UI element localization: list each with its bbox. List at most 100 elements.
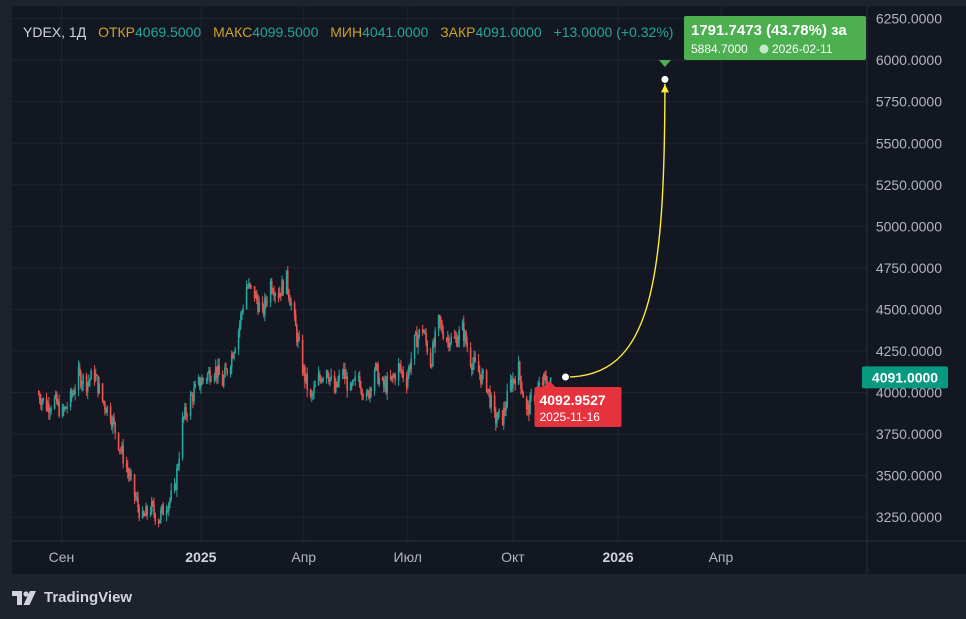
candle-body (509, 379, 512, 391)
candle-body (342, 369, 345, 374)
candle-body (197, 377, 200, 384)
candle-body (481, 372, 483, 384)
candle-body (317, 373, 320, 386)
candle-body (193, 388, 195, 402)
candle-body (362, 395, 364, 398)
candle-body (121, 445, 123, 451)
candle-body (162, 505, 164, 516)
candle-body (174, 484, 177, 490)
y-tick-label: 5000.0000 (876, 218, 942, 234)
candle-body (416, 331, 418, 348)
candle-body (241, 311, 243, 314)
low-label: МИН (330, 24, 363, 40)
candle-body (277, 293, 280, 298)
candle-body (493, 395, 496, 412)
candle-body (302, 366, 305, 374)
candle-body (453, 336, 456, 339)
chart-area[interactable]: 6250.0000 6000.0000 5750.0000 5500.0000 5250… (12, 6, 966, 574)
candle-body (102, 400, 105, 403)
candle-body (488, 388, 490, 391)
candle-body (336, 381, 338, 387)
candle-body (57, 401, 59, 404)
candle-body (150, 501, 153, 512)
tradingview-brand: TradingView (44, 589, 133, 606)
forecast-start-date: 2025-11-16 (539, 410, 600, 424)
candle-body (518, 361, 521, 377)
candle-body (400, 365, 402, 371)
candle-body (520, 376, 522, 389)
symbol-label[interactable]: YDEX, 1Д (23, 24, 87, 40)
candle-body (78, 367, 81, 373)
candle-body (72, 393, 74, 396)
candle-body (125, 463, 128, 468)
candle-body (397, 363, 400, 381)
candle-body (446, 337, 449, 341)
candle-body (288, 290, 290, 299)
candle-body (101, 383, 104, 401)
candle-body (330, 375, 332, 379)
candle-body (418, 329, 420, 337)
candle-body (352, 380, 354, 385)
candle-body (445, 338, 448, 341)
candle-body (158, 519, 161, 524)
forecast-line (565, 79, 666, 378)
candle-body (294, 314, 297, 327)
candle-body (142, 511, 145, 516)
candle-body (184, 407, 186, 418)
candle-body (253, 286, 256, 299)
candle-body (433, 342, 435, 346)
candle-body (141, 511, 144, 518)
candle-body (522, 392, 525, 398)
tradingview-footer[interactable]: TradingView (12, 589, 132, 606)
candle-body (77, 367, 80, 391)
candle-body (225, 367, 227, 370)
candle-body (192, 394, 194, 402)
candle-body (478, 372, 481, 375)
candle-body (504, 407, 506, 411)
candle-body (392, 375, 394, 377)
candle-body (90, 370, 92, 380)
candle-body (482, 370, 484, 373)
open-label: ОТКР (98, 24, 135, 40)
candle-body (544, 374, 546, 377)
candle-body (40, 400, 42, 406)
price-chart[interactable]: 6250.0000 6000.0000 5750.0000 5500.0000 5250… (12, 6, 966, 574)
candle-body (448, 337, 450, 348)
candle-body (469, 347, 472, 366)
candle-body (229, 367, 232, 374)
candle-body (261, 302, 264, 306)
candle-body (442, 331, 444, 339)
candle-body (237, 330, 240, 350)
candle-body (112, 417, 114, 428)
candle-body (369, 388, 371, 399)
candle-body (94, 375, 97, 381)
candle-body (290, 303, 292, 306)
candle-body (394, 374, 396, 381)
candle-body (82, 375, 84, 384)
candle-body (421, 329, 424, 332)
candle-body (209, 370, 211, 382)
candle-body (449, 343, 451, 348)
candle-body (281, 280, 283, 296)
candle-body (153, 504, 155, 514)
x-tick-label: 2025 (185, 549, 216, 565)
candle-body (238, 323, 241, 331)
candle-body (274, 293, 276, 297)
candle-body (346, 376, 348, 391)
candle-body (490, 395, 493, 408)
candle-body (429, 352, 432, 368)
candle-body (54, 393, 57, 398)
candle-body (398, 363, 401, 366)
candle-body (454, 336, 457, 339)
candle-body (456, 336, 458, 347)
close-value: 4091.0000 (475, 24, 542, 40)
candle-body (285, 270, 288, 294)
candle-body (86, 382, 89, 392)
candle-body (93, 370, 96, 381)
candle-body (405, 377, 408, 387)
candle-body (280, 292, 282, 296)
candle-body (297, 337, 299, 343)
candle-body (378, 377, 380, 384)
candle-body (328, 377, 330, 383)
candle-body (170, 490, 172, 499)
